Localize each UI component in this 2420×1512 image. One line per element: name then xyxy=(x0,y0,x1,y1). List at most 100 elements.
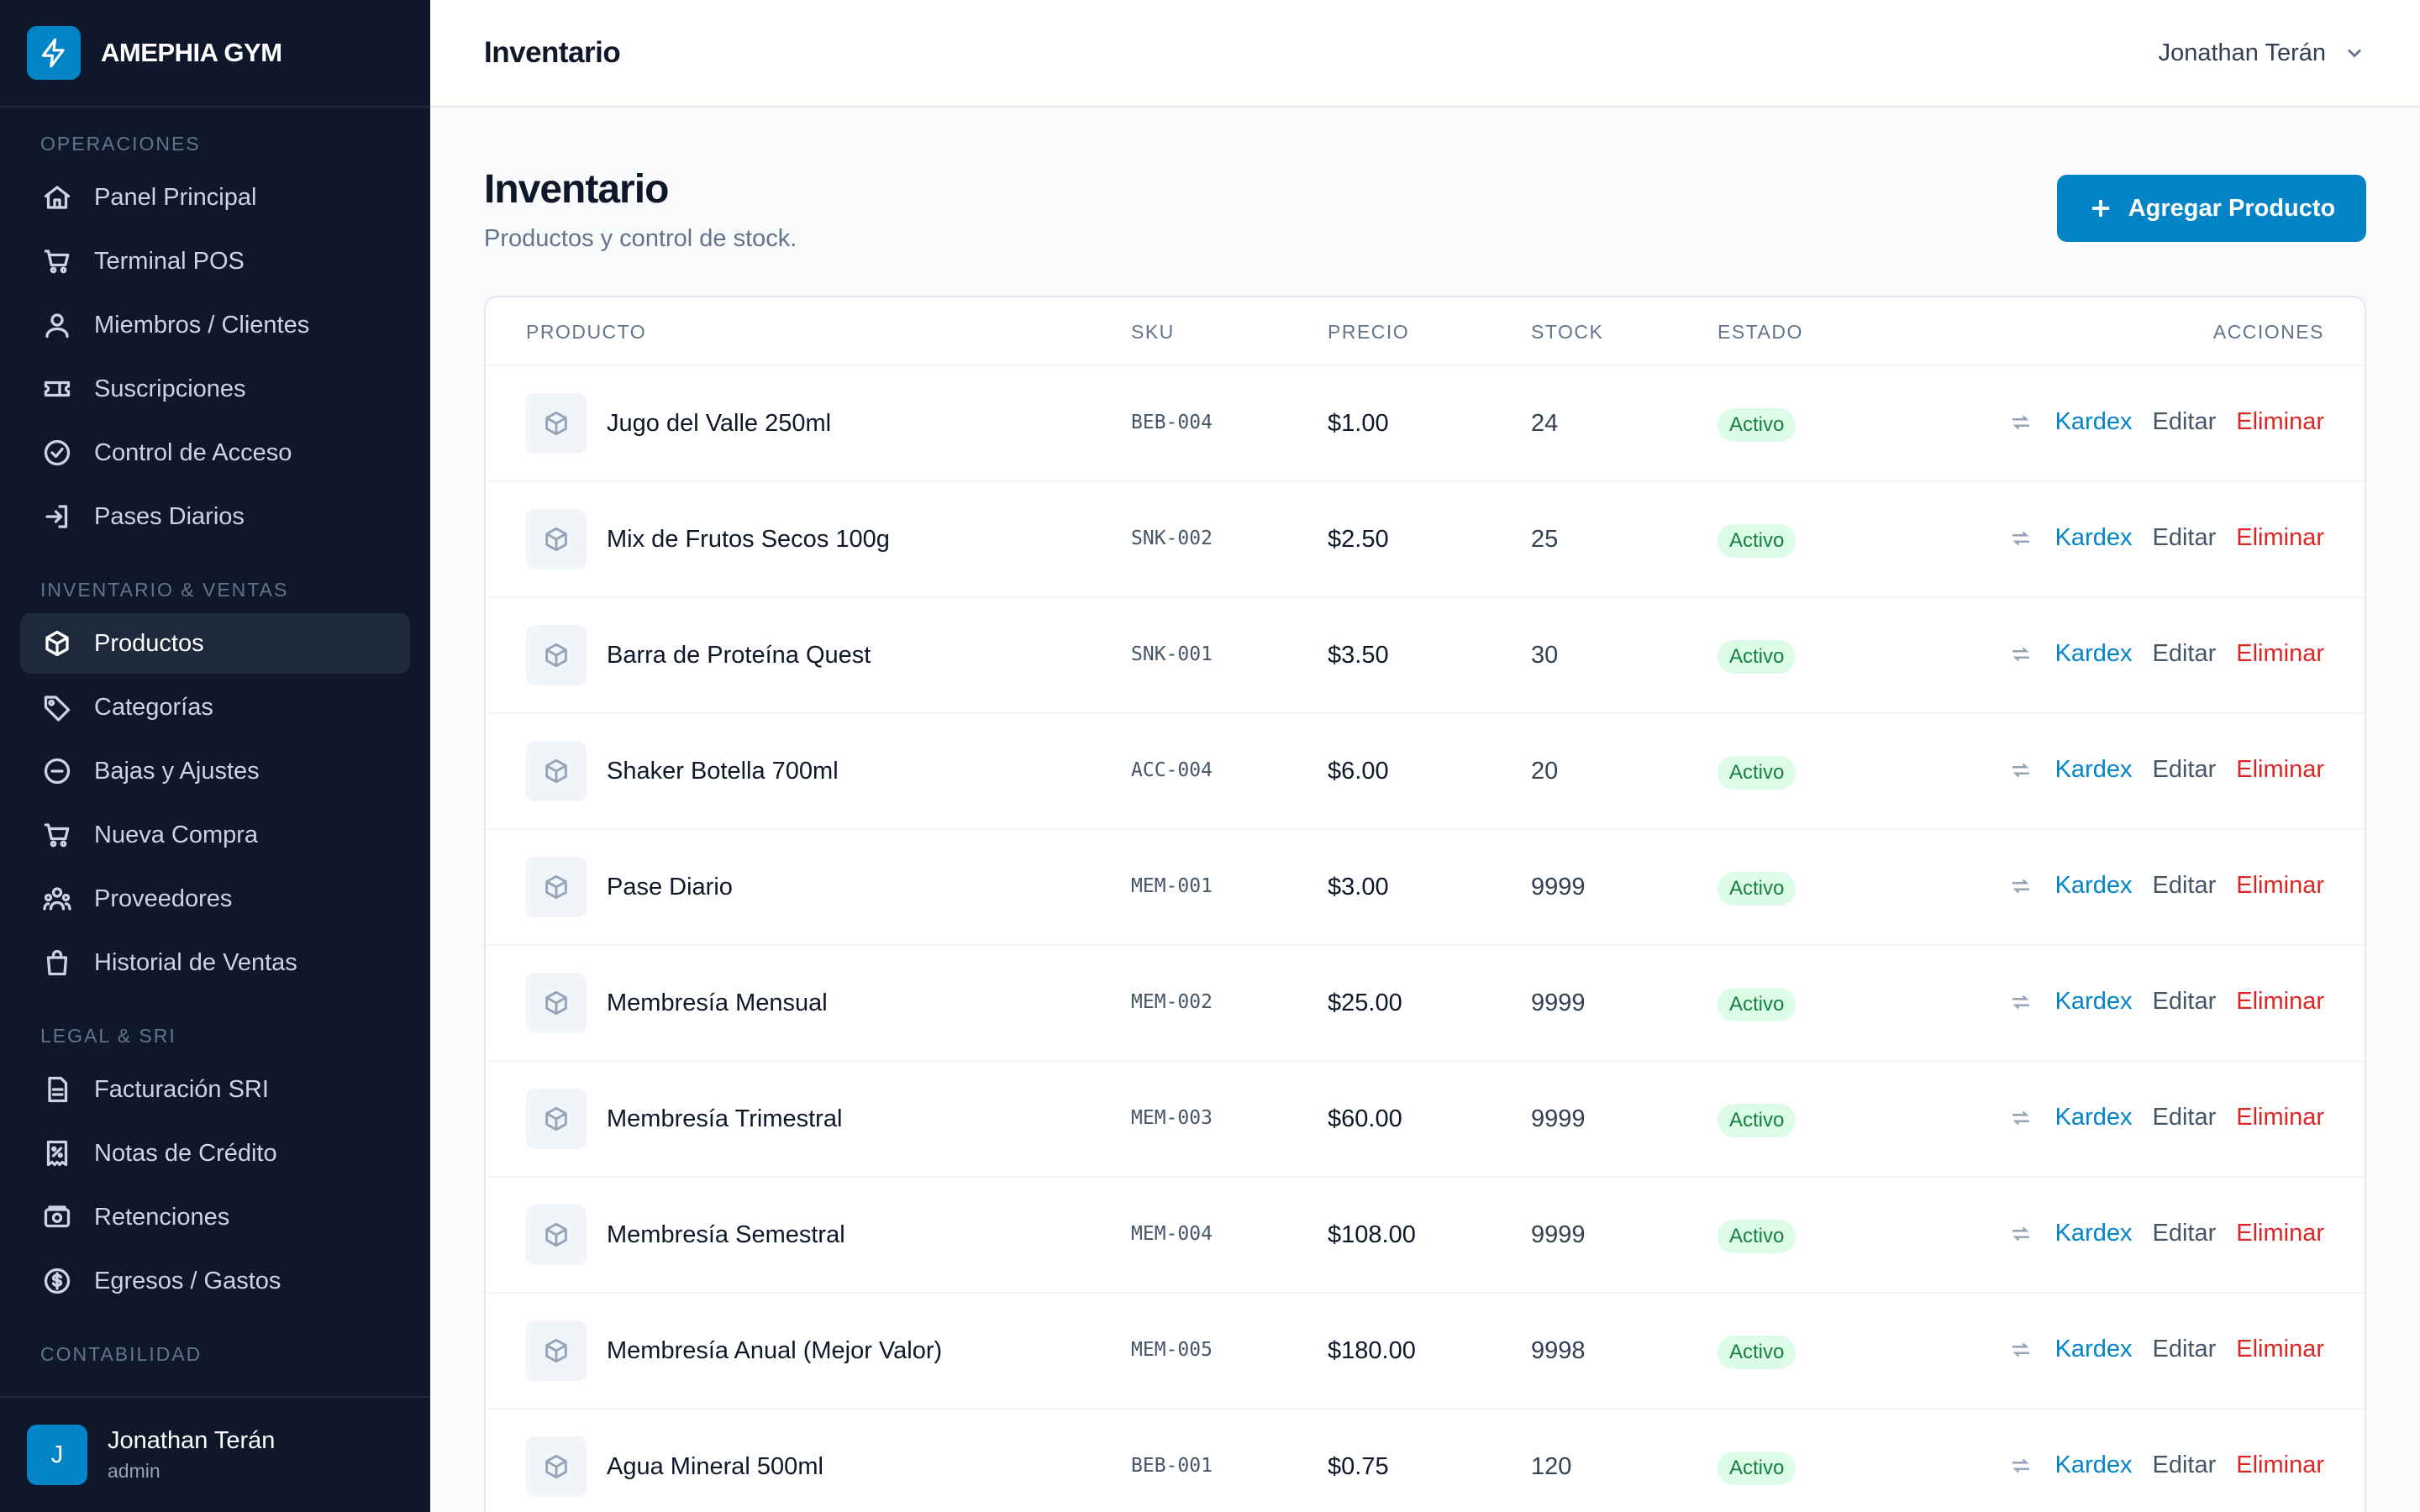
kardex-link[interactable]: Kardex xyxy=(2054,524,2133,551)
edit-link[interactable]: Editar xyxy=(2152,1220,2217,1247)
delete-link[interactable]: Eliminar xyxy=(2236,408,2324,435)
product-sku: BEB-001 xyxy=(1131,1455,1213,1477)
actions-cell: Kardex Editar Eliminar xyxy=(2008,408,2324,436)
delete-link[interactable]: Eliminar xyxy=(2236,872,2324,899)
product-name: Barra de Proteína Quest xyxy=(607,641,871,669)
product-sku: MEM-001 xyxy=(1131,875,1213,897)
product-stock: 9999 xyxy=(1531,1105,1586,1132)
chevron-down-icon xyxy=(2348,49,2361,58)
box-icon xyxy=(526,973,587,1033)
delete-link[interactable]: Eliminar xyxy=(2236,524,2324,551)
minus-circle-icon xyxy=(40,754,74,788)
sidebar-item-label: Notas de Crédito xyxy=(94,1139,277,1167)
status-badge: Activo xyxy=(1718,640,1797,674)
edit-link[interactable]: Editar xyxy=(2152,408,2217,435)
transfer-icon[interactable] xyxy=(2008,874,2033,899)
sidebar-item-historial-de-ventas[interactable]: Historial de Ventas xyxy=(20,932,410,993)
transfer-icon[interactable] xyxy=(2008,758,2033,783)
edit-link[interactable]: Editar xyxy=(2152,1104,2217,1131)
transfer-icon[interactable] xyxy=(2008,410,2033,435)
status-cell: Activo xyxy=(1718,640,1797,674)
product-name: Shaker Botella 700ml xyxy=(607,757,839,785)
sidebar-item-proveedores[interactable]: Proveedores xyxy=(20,869,410,929)
edit-link[interactable]: Editar xyxy=(2152,524,2217,551)
sidebar-item-suscripciones[interactable]: Suscripciones xyxy=(20,359,410,419)
check-circle-icon xyxy=(40,436,74,470)
table-row: Membresía Trimestral MEM-003 $60.00 9999… xyxy=(486,1062,2365,1178)
edit-link[interactable]: Editar xyxy=(2152,988,2217,1015)
delete-link[interactable]: Eliminar xyxy=(2236,1104,2324,1131)
delete-link[interactable]: Eliminar xyxy=(2236,1336,2324,1362)
table-row: Membresía Anual (Mejor Valor) MEM-005 $1… xyxy=(486,1294,2365,1410)
edit-link[interactable]: Editar xyxy=(2152,640,2217,667)
product-name: Agua Mineral 500ml xyxy=(607,1452,823,1480)
sidebar-item-label: Bajas y Ajustes xyxy=(94,757,260,785)
sidebar-item-bajas-y-ajustes[interactable]: Bajas y Ajustes xyxy=(20,741,410,801)
sidebar-item-notas-de-crédito[interactable]: Notas de Crédito xyxy=(20,1123,410,1184)
edit-link[interactable]: Editar xyxy=(2152,1336,2217,1362)
kardex-link[interactable]: Kardex xyxy=(2054,756,2133,783)
table-row: Jugo del Valle 250ml BEB-004 $1.00 24 Ac… xyxy=(486,366,2365,482)
col-stock: STOCK xyxy=(1531,321,1604,343)
receipt-icon xyxy=(40,1137,74,1170)
kardex-link[interactable]: Kardex xyxy=(2054,988,2133,1015)
kardex-link[interactable]: Kardex xyxy=(2054,408,2133,435)
sidebar-item-categorías[interactable]: Categorías xyxy=(20,677,410,738)
delete-link[interactable]: Eliminar xyxy=(2236,1452,2324,1478)
sidebar-item-retenciones[interactable]: Retenciones xyxy=(20,1187,410,1247)
user-menu[interactable]: Jonathan Terán xyxy=(2159,39,2366,67)
avatar: J xyxy=(27,1425,87,1485)
sidebar-item-label: Terminal POS xyxy=(94,247,245,275)
status-badge: Activo xyxy=(1718,988,1797,1021)
kardex-link[interactable]: Kardex xyxy=(2054,1104,2133,1131)
product-price: $6.00 xyxy=(1328,758,1389,785)
sidebar-item-panel-principal[interactable]: Panel Principal xyxy=(20,167,410,228)
plus-icon xyxy=(2091,200,2109,217)
ticket-icon xyxy=(40,372,74,406)
box-icon xyxy=(526,857,587,917)
edit-link[interactable]: Editar xyxy=(2152,872,2217,899)
sidebar-item-terminal-pos[interactable]: Terminal POS xyxy=(20,231,410,291)
edit-link[interactable]: Editar xyxy=(2152,1452,2217,1478)
edit-link[interactable]: Editar xyxy=(2152,756,2217,783)
sidebar-item-control-de-acceso[interactable]: Control de Acceso xyxy=(20,423,410,483)
transfer-icon[interactable] xyxy=(2008,1105,2033,1131)
status-badge: Activo xyxy=(1718,872,1797,906)
product-stock: 9999 xyxy=(1531,874,1586,900)
brand[interactable]: AMEPHIA GYM xyxy=(0,0,430,108)
transfer-icon[interactable] xyxy=(2008,526,2033,551)
transfer-icon[interactable] xyxy=(2008,642,2033,667)
brand-name: AMEPHIA GYM xyxy=(101,38,282,67)
sidebar-item-nueva-compra[interactable]: Nueva Compra xyxy=(20,805,410,865)
table-header: PRODUCTO SKU PRECIO STOCK ESTADO ACCIONE… xyxy=(486,297,2365,366)
kardex-link[interactable]: Kardex xyxy=(2054,1336,2133,1362)
delete-link[interactable]: Eliminar xyxy=(2236,1220,2324,1247)
transfer-icon[interactable] xyxy=(2008,990,2033,1015)
sidebar-item-label: Suscripciones xyxy=(94,375,246,402)
product-name: Pase Diario xyxy=(607,873,733,900)
kardex-link[interactable]: Kardex xyxy=(2054,640,2133,667)
kardex-link[interactable]: Kardex xyxy=(2054,1220,2133,1247)
sidebar-item-productos[interactable]: Productos xyxy=(20,613,410,674)
sidebar-item-label: Categorías xyxy=(94,693,213,721)
transfer-icon[interactable] xyxy=(2008,1337,2033,1362)
bag-icon xyxy=(40,946,74,979)
kardex-link[interactable]: Kardex xyxy=(2054,872,2133,899)
kardex-link[interactable]: Kardex xyxy=(2054,1452,2133,1478)
delete-link[interactable]: Eliminar xyxy=(2236,988,2324,1015)
sidebar-item-miembros-clientes[interactable]: Miembros / Clientes xyxy=(20,295,410,355)
transfer-icon[interactable] xyxy=(2008,1221,2033,1247)
sidebar-user[interactable]: J Jonathan Terán admin xyxy=(0,1396,430,1512)
delete-link[interactable]: Eliminar xyxy=(2236,756,2324,783)
col-sku: SKU xyxy=(1131,321,1175,343)
sidebar-item-pases-diarios[interactable]: Pases Diarios xyxy=(20,486,410,547)
sidebar-item-label: Nueva Compra xyxy=(94,821,259,848)
delete-link[interactable]: Eliminar xyxy=(2236,640,2324,667)
add-product-button[interactable]: Agregar Producto xyxy=(2057,175,2366,242)
sidebar-item-label: Facturación SRI xyxy=(94,1075,269,1103)
sidebar-item-egresos-gastos[interactable]: Egresos / Gastos xyxy=(20,1251,410,1311)
col-acciones: ACCIONES xyxy=(2212,321,2324,343)
transfer-icon[interactable] xyxy=(2008,1453,2033,1478)
sidebar-item-facturación-sri[interactable]: Facturación SRI xyxy=(20,1059,410,1120)
product-sku: SNK-002 xyxy=(1131,528,1213,549)
